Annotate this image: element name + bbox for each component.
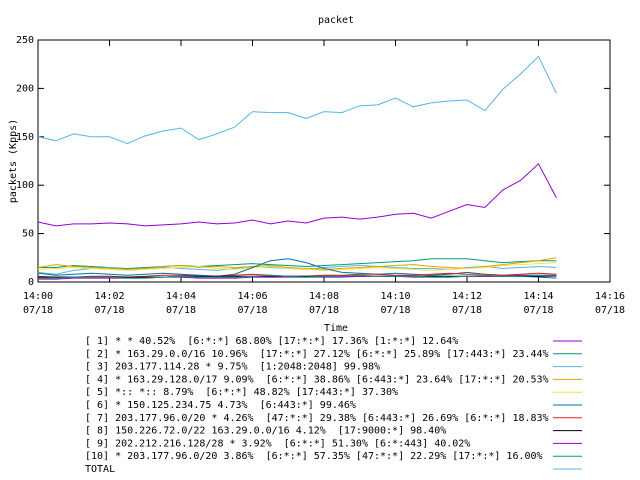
x-tick-label: 14:12 <box>452 291 482 302</box>
series-line <box>38 274 557 279</box>
y-tick-label: 150 <box>16 132 34 143</box>
legend-label: [ 7] 203.177.96.0/20 * 4.26% [47:*:*] 29… <box>85 413 549 424</box>
y-tick-label: 100 <box>16 180 34 191</box>
x-tick-label: 14:16 <box>595 291 625 302</box>
legend-label: [ 8] 150.226.72.0/22 163.29.0.0/16 4.12%… <box>85 426 446 437</box>
chart-title: packet <box>318 15 354 26</box>
legend-label: [ 4] * 163.29.128.0/17 9.09% [6:*:*] 38.… <box>85 374 549 385</box>
y-tick-label: 0 <box>28 277 34 288</box>
series-line <box>37 55 557 145</box>
x-tick-date: 07/18 <box>94 305 124 316</box>
y-axis-label: packets (Kpps) <box>8 119 19 203</box>
legend-label: [ 2] * 163.29.0.0/16 10.96% [17:*:*] 27.… <box>85 349 549 360</box>
x-tick-label: 14:02 <box>94 291 124 302</box>
x-tick-label: 14:04 <box>166 291 196 302</box>
legend-label: [ 5] *:: *:: 8.79% [6:*:*] 48.82% [17:44… <box>85 387 398 398</box>
series-line <box>37 163 557 227</box>
y-tick-label: 250 <box>16 35 34 46</box>
x-tick-label: 14:10 <box>380 291 410 302</box>
x-tick-label: 14:08 <box>309 291 339 302</box>
legend-label: [ 1] * * 40.52% [6:*:*] 68.80% [17:*:*] … <box>85 336 458 347</box>
x-tick-label: 14:06 <box>237 291 267 302</box>
legend-label: TOTAL <box>85 464 115 475</box>
x-tick-date: 07/18 <box>452 305 482 316</box>
x-tick-date: 07/18 <box>595 305 625 316</box>
x-tick-label: 14:00 <box>23 291 53 302</box>
series-line <box>38 258 557 269</box>
x-tick-date: 07/18 <box>23 305 53 316</box>
x-tick-date: 07/18 <box>237 305 267 316</box>
legend-label: [10] * 203.177.96.0/20 3.86% [6:*:*] 57.… <box>85 451 543 462</box>
x-axis-label: Time <box>324 323 348 334</box>
x-tick-date: 07/18 <box>380 305 410 316</box>
x-tick-date: 07/18 <box>309 305 339 316</box>
legend-label: [ 6] * 150.125.234.75 4.73% [6:443:*] 99… <box>85 400 356 411</box>
legend-label: [ 3] 203.177.114.28 * 9.75% [1:2048:2048… <box>85 362 380 373</box>
y-tick-label: 50 <box>22 229 34 240</box>
series-line <box>37 262 557 271</box>
y-tick-label: 200 <box>16 83 34 94</box>
x-tick-date: 07/18 <box>166 305 196 316</box>
x-tick-date: 07/18 <box>523 305 553 316</box>
series-line <box>37 258 557 279</box>
legend-label: [ 9] 202.212.216.128/28 * 3.92% [6:*:*] … <box>85 438 470 449</box>
x-tick-label: 14:14 <box>523 291 553 302</box>
